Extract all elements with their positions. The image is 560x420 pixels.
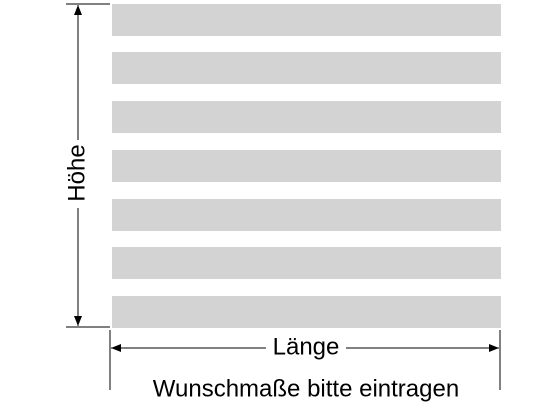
stripe [112, 199, 501, 231]
length-dimension: Länge [109, 330, 501, 390]
stripe [112, 101, 501, 133]
stripe [112, 150, 501, 182]
stripe [112, 247, 501, 279]
stripe [112, 52, 501, 84]
height-label: Höhe [63, 144, 90, 201]
stripes [112, 4, 501, 328]
height-dimension: Höhe [63, 3, 110, 328]
length-label: Länge [273, 333, 340, 360]
stripe [112, 4, 501, 36]
note: Wunschmaße bitte eintragen [153, 375, 459, 402]
stripe [112, 296, 501, 328]
